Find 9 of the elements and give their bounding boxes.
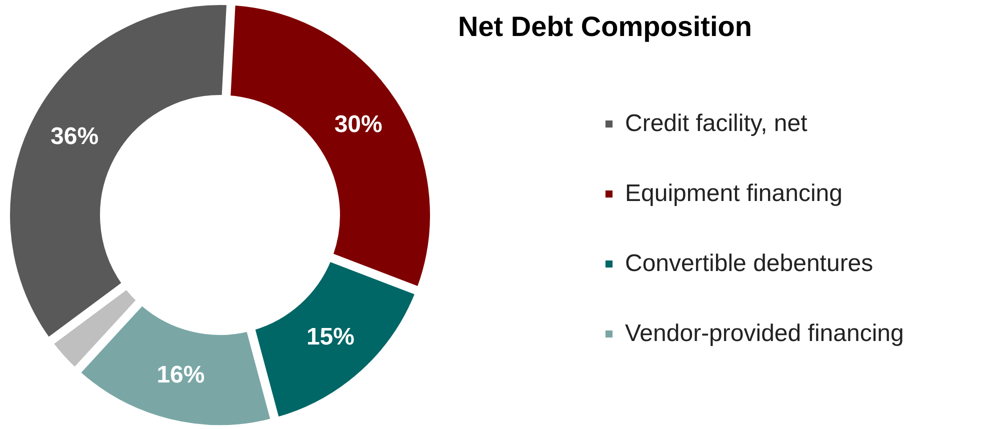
chart-title: Net Debt Composition — [458, 11, 752, 42]
data-label: 30% — [334, 111, 382, 138]
legend-label: Vendor-provided financing — [625, 320, 904, 347]
legend-label: Convertible debentures — [625, 250, 874, 277]
data-label: 36% — [50, 123, 99, 150]
data-label: 15% — [306, 324, 354, 351]
data-label: 16% — [156, 361, 205, 388]
legend-label: Credit facility, net — [625, 110, 808, 137]
legend-label: Equipment financing — [625, 180, 842, 207]
